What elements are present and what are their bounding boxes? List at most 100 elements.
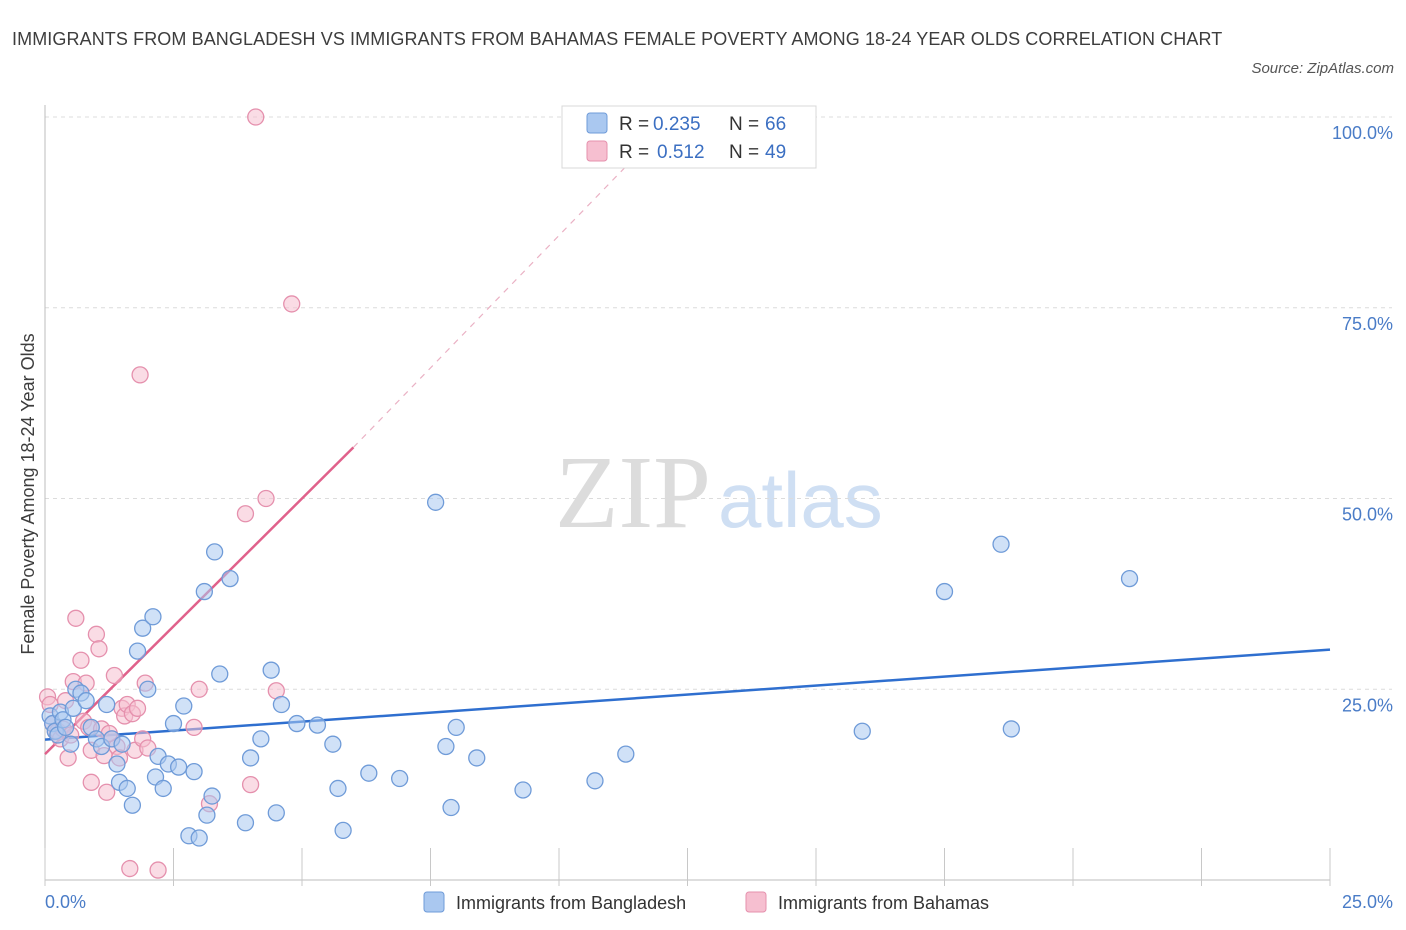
bangladesh-point-62 (617, 745, 635, 763)
bangladesh-point-15 (98, 695, 116, 714)
x-tick-label-min: 0.0% (45, 892, 86, 912)
bangladesh-point-60 (514, 781, 532, 799)
stats-swatch-bangladesh (586, 112, 608, 134)
y-tick-label-2: 75.0% (1342, 314, 1393, 334)
bahamas-point-33 (131, 366, 149, 384)
bangladesh-point-24 (139, 680, 157, 698)
bangladesh-point-50 (324, 735, 342, 753)
legend-swatch-bangladesh (423, 891, 445, 913)
stats-n-value-bahamas: 49 (765, 142, 786, 163)
bangladesh-point-63 (853, 722, 871, 740)
bahamas-point-21 (98, 783, 116, 801)
bangladesh-point-17 (108, 755, 126, 773)
legend-label-bangladesh: Immigrants from Bangladesh (456, 893, 686, 913)
bahamas-point-43 (247, 108, 265, 126)
trend-lines (44, 166, 1331, 755)
bahamas-point-18 (90, 640, 108, 658)
bahamas-point-39 (190, 680, 208, 698)
bangladesh-point-57 (442, 798, 460, 817)
bangladesh-point-48 (288, 714, 306, 733)
stats-n-value-bangladesh: 66 (765, 114, 786, 135)
watermark-atlas: atlas (718, 456, 883, 544)
bangladesh-point-56 (437, 737, 455, 756)
bangladesh-point-25 (144, 608, 162, 626)
bangladesh-point-28 (154, 779, 172, 798)
legend-label-bahamas: Immigrants from Bahamas (778, 893, 989, 913)
bangladesh-point-43 (241, 749, 260, 767)
trend-line-bahamas (44, 446, 355, 755)
bahamas-point-37 (149, 861, 167, 879)
bahamas-point-38 (185, 718, 203, 737)
bangladesh-point-7 (62, 735, 80, 753)
bangladesh-point-66 (1002, 720, 1020, 738)
bahamas-point-29 (121, 859, 139, 878)
stats-r-label-bangladesh: R = (619, 114, 649, 135)
bangladesh-point-49 (308, 716, 327, 734)
stats-n-label-bangladesh: N = (729, 114, 759, 135)
bangladesh-point-20 (118, 779, 136, 798)
stats-legend: R = 0.235 N = 66 R = 0.512 N = 49 (561, 105, 817, 169)
bangladesh-point-11 (77, 692, 95, 710)
bangladesh-point-59 (468, 749, 486, 767)
bangladesh-point-35 (190, 829, 208, 847)
bangladesh-point-8 (64, 699, 82, 717)
y-tick-label-3: 100.0% (1332, 123, 1393, 143)
x-axis-ticks (44, 848, 1331, 886)
bahamas-point-17 (87, 625, 106, 643)
watermark-zip: ZIP (555, 435, 711, 550)
stats-r-label-bahamas: R = (619, 142, 649, 163)
bangladesh-point-34 (185, 763, 203, 781)
bangladesh-point-37 (198, 806, 216, 824)
gridlines (45, 116, 1392, 690)
bangladesh-point-52 (334, 821, 352, 840)
bangladesh-point-32 (175, 697, 193, 715)
bangladesh-point-38 (203, 787, 221, 805)
bahamas-point-12 (72, 651, 90, 669)
bahamas-point-47 (82, 773, 100, 791)
stats-swatch-bahamas (586, 140, 608, 162)
y-axis-tick-labels: 25.0% 50.0% 75.0% 100.0% (1332, 123, 1393, 715)
bahamas-point-46 (283, 295, 301, 313)
bangladesh-point-19 (113, 735, 131, 753)
series-legend: Immigrants from Bangladesh Immigrants fr… (423, 891, 989, 913)
bahamas-point-42 (241, 775, 260, 794)
x-tick-label-max: 25.0% (1342, 892, 1393, 912)
bangladesh-point-41 (221, 569, 239, 588)
bangladesh-point-21 (123, 796, 142, 814)
bangladesh-point-54 (391, 769, 409, 788)
stats-r-value-bahamas: 0.512 (657, 142, 705, 163)
bangladesh-point-36 (195, 582, 213, 601)
y-axis-label: Female Poverty Among 18-24 Year Olds (18, 333, 38, 654)
bangladesh-point-42 (236, 814, 255, 832)
y-tick-label-1: 50.0% (1342, 505, 1393, 525)
bangladesh-point-53 (360, 764, 378, 782)
trend-line-bahamas-extension (352, 166, 627, 448)
stats-n-label-bahamas: N = (729, 142, 759, 163)
chart-title: IMMIGRANTS FROM BANGLADESH VS IMMIGRANTS… (12, 29, 1223, 49)
bahamas-point-23 (105, 666, 124, 685)
bangladesh-point-61 (586, 772, 604, 790)
source-credit: Source: ZipAtlas.com (1251, 60, 1394, 77)
bangladesh-point-6 (56, 718, 75, 737)
bangladesh-point-22 (128, 642, 147, 660)
bangladesh-point-30 (164, 714, 183, 733)
bangladesh-point-47 (272, 695, 291, 714)
bangladesh-point-40 (211, 665, 229, 683)
bangladesh-point-44 (252, 730, 270, 748)
bahamas-point-44 (257, 489, 275, 508)
bangladesh-point-46 (267, 804, 285, 822)
y-tick-label-0: 25.0% (1342, 695, 1393, 715)
bangladesh-point-51 (329, 779, 347, 798)
bangladesh-point-45 (262, 661, 280, 679)
bangladesh-point-64 (935, 582, 954, 601)
bahamas-point-32 (128, 699, 147, 717)
legend-swatch-bahamas (745, 891, 767, 913)
series-bangladesh (41, 493, 1139, 847)
bangladesh-point-55 (426, 493, 445, 511)
trend-line-bangladesh (44, 648, 1331, 741)
bangladesh-point-67 (1120, 569, 1139, 588)
bangladesh-point-39 (205, 543, 224, 561)
bahamas-point-11 (67, 609, 85, 627)
bangladesh-point-65 (992, 535, 1010, 553)
